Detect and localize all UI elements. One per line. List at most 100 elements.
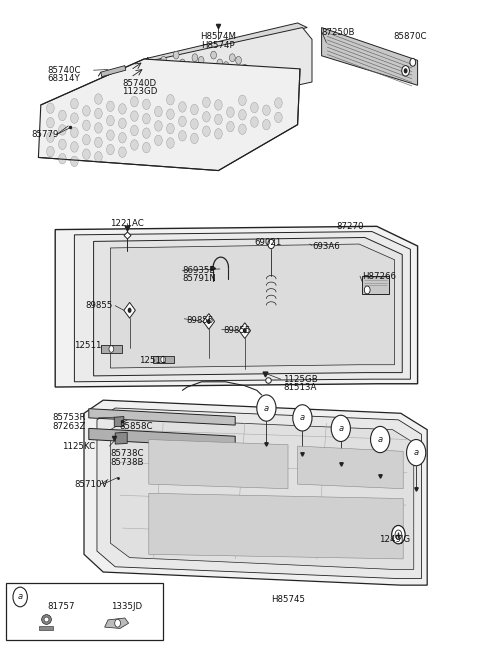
Circle shape: [211, 67, 216, 75]
Polygon shape: [115, 432, 127, 444]
Text: a: a: [338, 424, 343, 433]
Polygon shape: [203, 314, 215, 329]
Circle shape: [143, 99, 150, 110]
Polygon shape: [298, 446, 403, 489]
Circle shape: [404, 68, 408, 73]
Polygon shape: [114, 417, 124, 426]
Circle shape: [71, 142, 78, 152]
Polygon shape: [89, 409, 235, 425]
Polygon shape: [6, 583, 163, 640]
Polygon shape: [239, 323, 251, 338]
Circle shape: [95, 108, 102, 119]
Circle shape: [186, 93, 192, 101]
Text: 87270: 87270: [336, 222, 363, 231]
Circle shape: [371, 426, 390, 453]
Circle shape: [148, 62, 154, 70]
Circle shape: [167, 94, 174, 105]
Circle shape: [59, 139, 66, 150]
Circle shape: [263, 119, 270, 130]
Circle shape: [83, 120, 90, 131]
Polygon shape: [101, 66, 126, 77]
Circle shape: [155, 106, 162, 117]
Circle shape: [161, 72, 167, 80]
Circle shape: [331, 415, 350, 441]
Circle shape: [155, 85, 160, 93]
Circle shape: [198, 56, 204, 64]
Text: 85753R: 85753R: [53, 413, 86, 422]
Circle shape: [395, 530, 402, 539]
Circle shape: [223, 77, 229, 85]
Circle shape: [180, 59, 185, 67]
Circle shape: [217, 75, 223, 83]
Text: 85710V: 85710V: [74, 480, 108, 489]
Circle shape: [191, 104, 198, 115]
Circle shape: [167, 138, 174, 148]
Circle shape: [107, 144, 114, 155]
Circle shape: [215, 100, 222, 110]
Circle shape: [119, 118, 126, 129]
Circle shape: [173, 83, 179, 91]
Circle shape: [71, 156, 78, 167]
Circle shape: [83, 106, 90, 116]
Circle shape: [95, 94, 102, 104]
Circle shape: [203, 126, 210, 136]
Circle shape: [198, 88, 204, 96]
Text: 68314Y: 68314Y: [47, 74, 80, 83]
Circle shape: [148, 93, 154, 101]
Circle shape: [95, 152, 102, 162]
Polygon shape: [149, 493, 403, 559]
Circle shape: [179, 116, 186, 127]
Circle shape: [143, 128, 150, 138]
Circle shape: [180, 75, 185, 83]
Circle shape: [167, 96, 173, 104]
Circle shape: [131, 111, 138, 121]
Circle shape: [263, 105, 270, 115]
Polygon shape: [101, 345, 122, 353]
Polygon shape: [94, 237, 402, 376]
Circle shape: [275, 112, 282, 123]
Circle shape: [128, 308, 132, 313]
Polygon shape: [110, 244, 395, 368]
Circle shape: [239, 95, 246, 106]
Text: 81513A: 81513A: [283, 383, 317, 392]
Circle shape: [115, 619, 120, 627]
Circle shape: [251, 102, 258, 113]
Text: 1123GD: 1123GD: [122, 87, 158, 96]
Circle shape: [215, 114, 222, 125]
Circle shape: [107, 130, 114, 140]
Circle shape: [143, 113, 150, 124]
Circle shape: [13, 587, 27, 607]
Circle shape: [410, 58, 416, 66]
Text: 86935E: 86935E: [182, 266, 215, 275]
Circle shape: [131, 96, 138, 107]
Circle shape: [407, 440, 426, 466]
Circle shape: [148, 77, 154, 85]
Circle shape: [161, 88, 167, 96]
Circle shape: [251, 117, 258, 127]
Circle shape: [71, 113, 78, 123]
Text: 69021: 69021: [254, 238, 282, 247]
Polygon shape: [124, 302, 135, 318]
Circle shape: [192, 70, 198, 77]
Polygon shape: [110, 419, 414, 569]
Polygon shape: [144, 28, 312, 117]
Circle shape: [107, 101, 114, 112]
Polygon shape: [38, 59, 300, 171]
Text: 12511: 12511: [139, 356, 167, 365]
Circle shape: [203, 97, 210, 108]
Text: 693A6: 693A6: [312, 242, 340, 251]
Circle shape: [179, 131, 186, 141]
Text: H85745: H85745: [271, 595, 305, 604]
Polygon shape: [322, 28, 418, 85]
Circle shape: [173, 67, 179, 75]
Text: a: a: [378, 435, 383, 444]
Circle shape: [155, 135, 162, 146]
Circle shape: [229, 70, 235, 77]
Circle shape: [242, 64, 248, 72]
Text: 85740C: 85740C: [47, 66, 81, 75]
Circle shape: [173, 98, 179, 106]
Circle shape: [167, 80, 173, 88]
Circle shape: [47, 146, 54, 157]
Circle shape: [71, 127, 78, 138]
Text: 89855: 89855: [85, 301, 113, 310]
